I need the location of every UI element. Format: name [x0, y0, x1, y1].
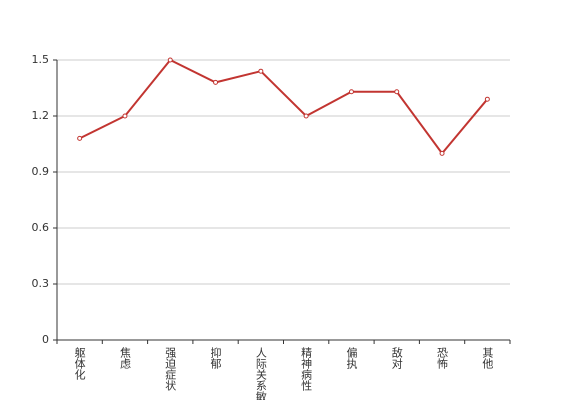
- x-tick-label: 恐怖: [436, 347, 449, 369]
- point: [167, 57, 173, 63]
- x-tick-label: 精神病性: [300, 347, 313, 392]
- x-tick-label: 焦虑: [118, 347, 131, 369]
- point: [439, 150, 445, 156]
- point: [394, 89, 400, 95]
- y-tick-label: 1.5: [32, 53, 50, 66]
- point: [258, 68, 264, 74]
- point: [303, 113, 309, 119]
- y-tick-label: 0.6: [32, 221, 50, 234]
- x-tick-label: 躯体化: [73, 347, 86, 381]
- point: [213, 79, 219, 85]
- point: [348, 89, 354, 95]
- x-tick-label: 人际关系敏感: [254, 347, 267, 400]
- point: [122, 113, 128, 119]
- y-tick-label: 1.2: [32, 109, 50, 122]
- y-tick-label: 0: [42, 333, 49, 346]
- y-tick-label: 0.9: [32, 165, 50, 178]
- x-tick-label: 偏执: [345, 346, 358, 370]
- point: [484, 96, 490, 102]
- point: [77, 135, 83, 141]
- x-tick-label: 强迫症状: [164, 347, 177, 391]
- x-tick-label: 其他: [481, 347, 494, 369]
- x-tick-label: 抑郁: [209, 346, 222, 369]
- line: [79, 58, 489, 155]
- x-tick-label: 敌对: [390, 346, 403, 369]
- y-tick-label: 0.3: [32, 277, 50, 290]
